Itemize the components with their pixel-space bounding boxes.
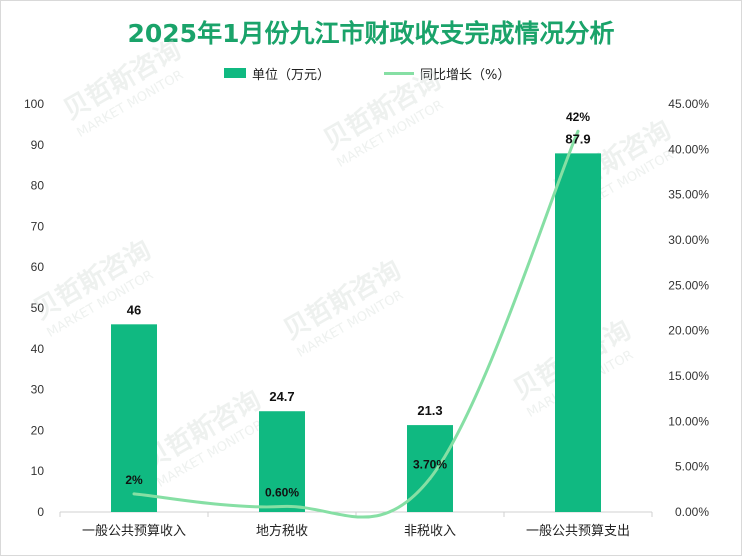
growth-point xyxy=(428,476,432,480)
y-right-tick-label: 30.00% xyxy=(668,233,709,247)
x-category-label: 非税收入 xyxy=(404,524,456,539)
y-left-tick-label: 90 xyxy=(31,138,45,152)
y-right-tick-label: 45.00% xyxy=(668,97,709,111)
y-left-tick-label: 70 xyxy=(31,219,45,233)
legend-line-swatch xyxy=(384,72,414,75)
bar xyxy=(259,411,305,512)
x-category-label: 地方税收 xyxy=(256,523,308,539)
growth-value-label: 3.70% xyxy=(413,457,447,471)
bar xyxy=(555,153,601,513)
y-left-tick-label: 10 xyxy=(31,464,45,478)
bar-value-label: 46 xyxy=(127,302,141,317)
bar xyxy=(111,324,157,512)
y-right-tick-label: 25.00% xyxy=(668,278,709,292)
y-left-tick-label: 20 xyxy=(31,423,45,437)
y-left-tick-label: 0 xyxy=(37,505,44,519)
y-left-tick-label: 30 xyxy=(31,383,45,397)
y-right-tick-label: 5.00% xyxy=(675,460,709,474)
bar xyxy=(407,425,453,512)
legend-bar-swatch xyxy=(224,68,246,78)
legend-bar-label: 单位（万元） xyxy=(252,68,331,83)
legend: 单位（万元） 同比增长（%） xyxy=(0,63,742,83)
y-right-tick-label: 15.00% xyxy=(668,369,709,383)
growth-value-label: 2% xyxy=(125,473,143,487)
y-left-tick-label: 40 xyxy=(31,342,45,356)
growth-point xyxy=(132,492,136,496)
growth-value-label: 42% xyxy=(566,110,590,124)
y-right-tick-label: 35.00% xyxy=(668,188,709,202)
bar-value-label: 24.7 xyxy=(269,389,294,404)
x-category-label: 一般公共预算收入 xyxy=(82,523,186,539)
y-left-tick-label: 80 xyxy=(31,179,45,193)
growth-line xyxy=(133,130,580,519)
growth-value-label: 0.60% xyxy=(265,486,299,500)
chart-title: 2025年1月份九江市财政收支完成情况分析 xyxy=(127,19,615,48)
y-right-tick-label: 10.00% xyxy=(668,414,709,428)
y-right-tick-label: 20.00% xyxy=(668,324,709,338)
y-right-tick-label: 0.00% xyxy=(675,505,709,519)
bar-value-label: 21.3 xyxy=(417,403,442,418)
y-left-tick-label: 60 xyxy=(31,260,45,274)
y-right-tick-label: 40.00% xyxy=(668,142,709,156)
y-left-tick-label: 100 xyxy=(24,97,44,111)
growth-point xyxy=(576,129,580,133)
growth-point xyxy=(280,505,284,509)
x-category-label: 一般公共预算支出 xyxy=(526,523,630,539)
bar-value-label: 87.9 xyxy=(565,131,590,146)
legend-line-label: 同比增长（%） xyxy=(420,68,511,83)
y-left-tick-label: 50 xyxy=(31,301,45,315)
